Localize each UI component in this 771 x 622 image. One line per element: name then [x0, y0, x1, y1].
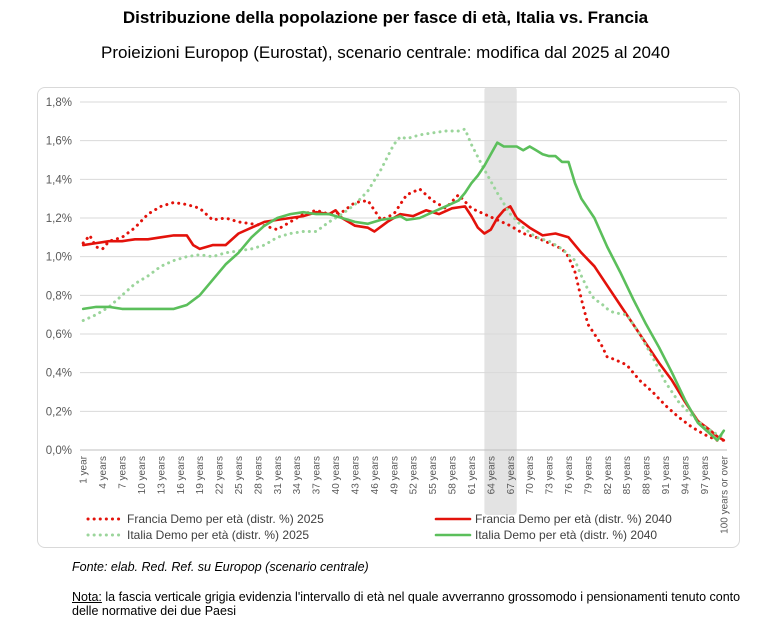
x-tick-label: 58 years: [448, 456, 459, 494]
series-line-4: [81, 141, 726, 442]
x-tick-label: 22 years: [215, 456, 226, 494]
x-tick-label: 79 years: [583, 456, 594, 494]
x-tick-label: 19 years: [195, 456, 206, 494]
series-line-3: [81, 127, 726, 438]
y-tick-label: 1,0%: [46, 252, 72, 264]
x-tick-label: 64 years: [486, 456, 497, 494]
legend-label-4: Italia Demo per età (distr. %) 2040: [475, 528, 657, 542]
chart-subtitle: Proieizioni Europop (Eurostat), scenario…: [101, 43, 670, 62]
x-tick-label: 85 years: [622, 456, 633, 494]
x-tick-label: 16 years: [176, 456, 187, 494]
retirement-highlight-band: [484, 87, 517, 515]
footnote-label: Nota:: [72, 590, 102, 604]
x-tick-label: 46 years: [370, 456, 381, 494]
x-tick-label: 37 years: [312, 456, 323, 494]
chart-title: Distribuzione della popolazione per fasc…: [122, 8, 649, 27]
legend-label-3: Italia Demo per età (distr. %) 2025: [127, 528, 309, 542]
x-tick-label: 1 year: [79, 455, 90, 483]
y-tick-label: 0,4%: [46, 368, 72, 380]
x-tick-label: 43 years: [350, 456, 361, 494]
y-tick-label: 0,2%: [46, 406, 72, 418]
x-tick-label: 88 years: [642, 456, 653, 494]
source-note: Fonte: elab. Red. Ref. su Europop (scena…: [72, 560, 369, 574]
x-tick-label: 49 years: [389, 456, 400, 494]
x-tick-label: 34 years: [292, 456, 303, 494]
y-tick-label: 0,8%: [46, 290, 72, 302]
x-tick-label: 25 years: [234, 456, 245, 494]
x-tick-label: 73 years: [545, 456, 556, 494]
x-tick-label: 7 years: [118, 456, 129, 489]
x-tick-label: 4 years: [98, 456, 109, 489]
x-tick-label: 82 years: [603, 456, 614, 494]
y-tick-label: 0,6%: [46, 329, 72, 341]
x-tick-label: 40 years: [331, 456, 342, 494]
x-tick-label: 28 years: [253, 456, 264, 494]
x-tick-label: 10 years: [137, 456, 148, 494]
y-tick-label: 1,8%: [46, 97, 72, 109]
y-tick-label: 1,2%: [46, 213, 72, 225]
series-line-1: [81, 187, 726, 442]
line-chart: 0,0% 0,2% 0,4% 0,6% 0,8% 1,0% 1,2% 1,4% 1,6% 1,8%…: [46, 87, 730, 542]
x-tick-label: 94 years: [680, 456, 691, 494]
y-tick-label: 0,0%: [46, 445, 72, 457]
legend-label-1: Francia Demo per età (distr. %) 2025: [127, 512, 324, 526]
x-tick-label: 55 years: [428, 456, 439, 494]
x-tick-label: 52 years: [409, 456, 420, 494]
x-tick-label: 91 years: [661, 456, 672, 494]
footnote: Nota: la fascia verticale grigia evidenz…: [72, 590, 762, 618]
x-tick-label: 61 years: [467, 456, 478, 494]
x-tick-label: 31 years: [273, 456, 284, 494]
x-tick-label: 100 years or over: [719, 455, 730, 533]
legend-label-2: Francia Demo per età (distr. %) 2040: [475, 512, 672, 526]
footnote-text: la fascia verticale grigia evidenzia l'i…: [72, 590, 741, 618]
x-tick-label: 76 years: [564, 456, 575, 494]
x-tick-label: 67 years: [506, 456, 517, 494]
series-line-2: [81, 205, 726, 442]
y-tick-label: 1,4%: [46, 174, 72, 186]
y-tick-label: 1,6%: [46, 136, 72, 148]
x-tick-label: 70 years: [525, 456, 536, 494]
chart-frame: [37, 87, 740, 548]
x-tick-label: 13 years: [156, 456, 167, 494]
x-tick-label: 97 years: [700, 456, 711, 494]
